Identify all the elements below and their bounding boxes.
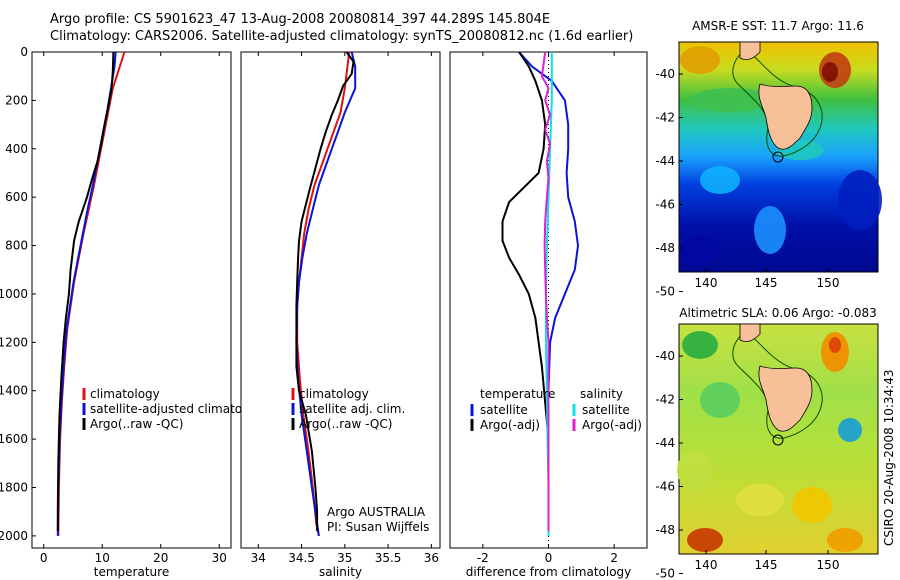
temperature-xtick-label: 30 <box>212 551 227 565</box>
sla-map-ytick-label: -40 <box>655 349 675 363</box>
difference-xtick-label: 2 <box>610 551 618 565</box>
difference-legend-label: Argo(-adj) <box>480 418 540 432</box>
sla-float-marker <box>772 434 784 446</box>
temperature-legend-label: satellite-adjusted climatology <box>90 402 268 416</box>
salinity-xlabel: salinity <box>319 565 362 579</box>
sla-field-patches <box>677 331 863 552</box>
temperature-xtick-label: 10 <box>95 551 110 565</box>
salinity-series-2-line <box>295 51 355 532</box>
salinity-legend-label: climatology <box>299 387 369 401</box>
difference-xtick-label: -2 <box>477 551 489 565</box>
temperature-xtick-label: 20 <box>153 551 168 565</box>
temperature-xtick-label: 0 <box>40 551 48 565</box>
difference-xlabel: difference from climatology <box>466 565 632 579</box>
temperature-ytick-label: 1600 <box>0 432 28 446</box>
sst-field-patches <box>680 46 882 265</box>
sst-coastline <box>758 83 813 150</box>
sla-map-ytick-label: -48 <box>655 523 675 537</box>
sst-float-marker <box>772 151 784 163</box>
credit-label: CSIRO 20-Aug-2008 10:34:43 <box>882 370 896 546</box>
temperature-ytick-label: 800 <box>5 239 28 253</box>
difference-legend-label: Argo(-adj) <box>582 418 642 432</box>
sst-map-title: AMSR-E SST: 11.7 Argo: 11.6 <box>692 19 864 33</box>
difference-series-0-line <box>518 51 580 536</box>
difference-legend: temperature salinitysatelliteArgo(-adj)sa… <box>470 387 642 432</box>
temperature-ytick-label: 1000 <box>0 287 28 301</box>
temperature-ytick-label: 1400 <box>0 384 28 398</box>
salinity-xtick-label: 35.5 <box>375 551 402 565</box>
sla-map-xtick-label: 145 <box>755 558 778 572</box>
difference-series-1-line <box>501 51 550 532</box>
salinity-panel: 34 34.5 35 35.5 36 salinity climatologysatelli… <box>240 51 441 579</box>
temperature-axes <box>31 51 232 549</box>
difference-legend-label: satellite <box>480 403 528 417</box>
temperature-legend-label: Argo(..raw -QC) <box>90 417 183 431</box>
difference-xtick-label: 0 <box>545 551 553 565</box>
sst-mainland <box>739 41 761 60</box>
temperature-ytick-label: 0 <box>20 45 28 59</box>
sst-map-ytick-label: -50 <box>655 285 675 299</box>
temperature-ytick-label: 200 <box>5 93 28 107</box>
sst-map-ytick-label: -46 <box>655 198 675 212</box>
header-line-2: Climatology: CARS2006. Satellite-adjuste… <box>50 29 634 44</box>
sla-coastline <box>758 365 813 432</box>
temperature-panel: 0 10 20 30 0 200 400 600 800 1000 1200 1400 1600 1800… <box>0 45 268 579</box>
sst-map-ytick-label: -44 <box>655 154 675 168</box>
header-line-1: Argo profile: CS 5901623_47 13-Aug-2008 … <box>50 12 551 27</box>
salinity-legend-label: satellite adj. clim. <box>299 402 405 416</box>
sst-map-xtick-label: 140 <box>695 276 718 290</box>
difference-series-3-line <box>540 51 552 532</box>
sla-map-ytick-label: -50 <box>655 567 675 580</box>
sla-mainland <box>739 323 761 342</box>
difference-legend-label: satellite <box>582 403 630 417</box>
temperature-series-2-line <box>56 51 115 532</box>
temperature-ytick-label: 600 <box>5 190 28 204</box>
sla-map-ytick-label: -42 <box>655 393 675 407</box>
salinity-xtick-label: 34 <box>251 551 266 565</box>
sst-map-ytick-label: -42 <box>655 111 675 125</box>
temperature-legend-label: climatology <box>90 387 160 401</box>
salinity-axes <box>240 51 441 549</box>
sst-map-xtick-label: 150 <box>817 276 840 290</box>
salinity-legend-label: Argo(..raw -QC) <box>299 417 392 431</box>
temperature-xlabel: temperature <box>94 565 169 579</box>
salinity-xtick-label: 34.5 <box>288 551 315 565</box>
salinity-xtick-label: 36 <box>424 551 439 565</box>
sla-map-ytick-label: -46 <box>655 480 675 494</box>
sla-map-xtick-label: 140 <box>695 558 718 572</box>
float-program-label: Argo AUSTRALIA <box>327 505 426 519</box>
sla-map-xtick-label: 150 <box>817 558 840 572</box>
temperature-ytick-label: 1800 <box>0 481 28 495</box>
sst-map-ytick-label: -48 <box>655 241 675 255</box>
difference-legend-col1-header: temperature <box>480 387 555 401</box>
temperature-ytick-label: 400 <box>5 142 28 156</box>
salinity-series-1-line <box>295 51 357 537</box>
sla-map-panel: Altimetric SLA: 0.06 Argo: -0.083 140 145… <box>655 306 879 580</box>
temperature-ytick-label: 1200 <box>0 335 28 349</box>
difference-legend-col2-header: salinity <box>580 387 623 401</box>
float-pi-label: PI: Susan Wijffels <box>327 520 429 534</box>
salinity-xtick-label: 35 <box>337 551 352 565</box>
sst-map-xtick-label: 145 <box>755 276 778 290</box>
sst-map-panel: AMSR-E SST: 11.7 Argo: 11.6 140 145 150 -40… <box>655 19 882 299</box>
temperature-ytick-label: 2000 <box>0 529 28 543</box>
sla-map-ytick-label: -44 <box>655 436 675 450</box>
sla-map-title: Altimetric SLA: 0.06 Argo: -0.083 <box>679 306 876 320</box>
sst-map-ytick-label: -40 <box>655 67 675 81</box>
